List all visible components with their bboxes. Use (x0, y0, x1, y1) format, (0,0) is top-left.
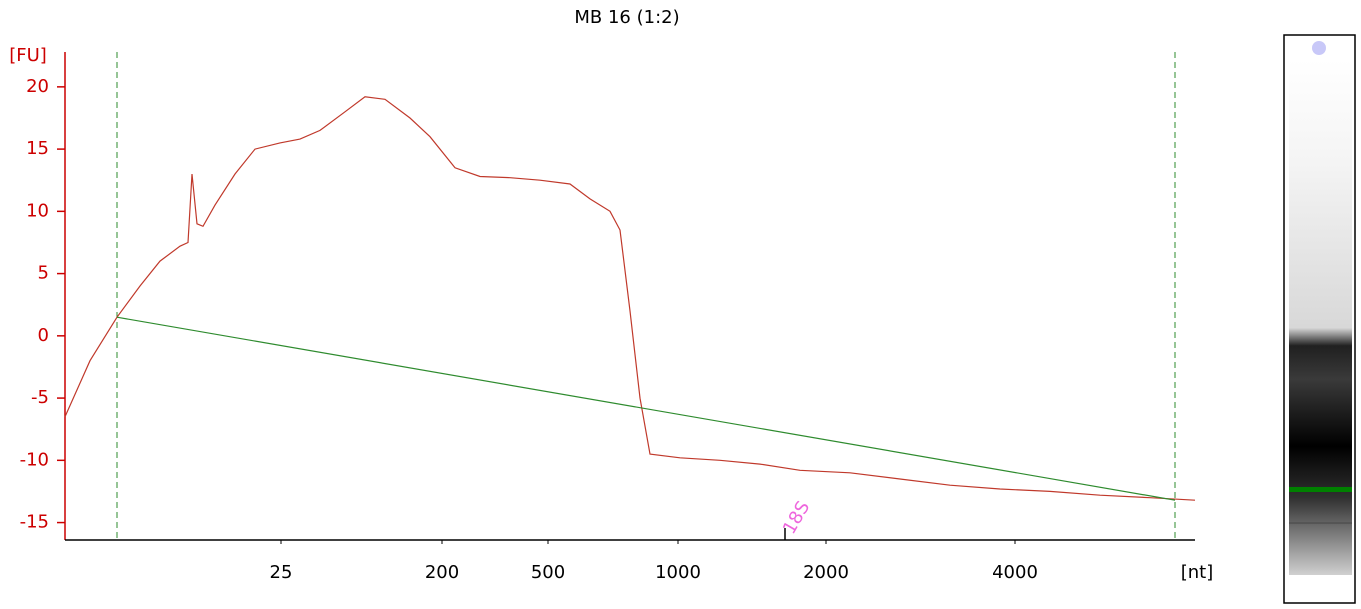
y-tick-label: 0 (38, 325, 49, 346)
y-tick-label: -10 (20, 449, 49, 470)
x-axis-label: [nt] (1181, 562, 1214, 583)
series-line (64, 96, 1196, 501)
y-tick-label: 15 (26, 138, 49, 159)
x-tick-label: 200 (425, 562, 459, 583)
annotation-label: 18S (779, 498, 814, 538)
x-tick-label: 500 (531, 562, 565, 583)
series-line (116, 316, 1176, 501)
gel-marker-band (1289, 487, 1352, 492)
x-tick-label: 2000 (803, 562, 849, 583)
x-tick-label: 25 (270, 562, 293, 583)
y-tick-label: 20 (26, 76, 49, 97)
gel-lane (1289, 60, 1352, 575)
chart-title: MB 16 (1:2) (574, 7, 679, 28)
x-tick-label: 1000 (655, 562, 701, 583)
y-tick-label: -5 (31, 387, 49, 408)
x-tick-label: 4000 (992, 562, 1038, 583)
y-tick-label: 10 (26, 200, 49, 221)
y-tick-label: -15 (20, 512, 49, 533)
y-axis-label: [FU] (9, 45, 47, 66)
y-tick-label: 5 (38, 263, 49, 284)
gel-well (1312, 41, 1326, 55)
